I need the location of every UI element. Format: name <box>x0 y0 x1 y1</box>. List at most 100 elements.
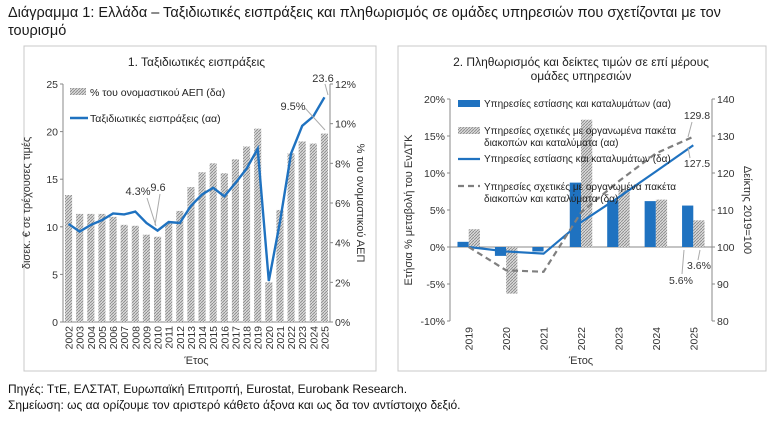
bar-restaurants-hotels <box>644 201 656 247</box>
y-tick-label: 10 <box>46 222 58 234</box>
legend-swatch-bar-blue <box>458 100 480 107</box>
line-travel-receipts <box>67 96 326 282</box>
y2-tick-label: 2% <box>335 277 350 289</box>
data-annotation: 4.3% <box>125 186 150 198</box>
y-tick-label: 15% <box>424 131 445 143</box>
bar-gdp-share <box>142 234 150 322</box>
x-axis-label: Έτος <box>183 355 208 367</box>
legend-label: % του ονομαστικού ΑΕΠ (δα) <box>90 87 225 99</box>
line-restaurants-hotels-index <box>468 144 694 255</box>
legend-label: Υπηρεσίες σχετικές με οργανωμένα πακέτα δ… <box>484 125 676 149</box>
x-tick-label: 2004 <box>86 326 98 350</box>
y-tick-label: 0 <box>52 317 58 329</box>
data-annotation: 9.6 <box>150 182 165 194</box>
x-tick-label: 2018 <box>242 326 254 350</box>
bar-gdp-share <box>309 143 317 322</box>
annotation-leader <box>687 121 693 138</box>
x-tick-label: 2024 <box>651 327 663 351</box>
y2-tick-label: 6% <box>335 198 350 210</box>
y2-tick-label: 100 <box>717 242 735 254</box>
bar-gdp-share <box>109 216 117 322</box>
bar-restaurants-hotels <box>457 241 469 247</box>
x-axis-label: Έτος <box>568 355 593 367</box>
y-tick-label: 0% <box>430 242 445 254</box>
x-tick-label: 2007 <box>119 326 131 350</box>
y-tick-label: -5% <box>426 279 445 291</box>
y2-tick-label: 10% <box>335 119 356 131</box>
x-tick-label: 2023 <box>297 326 309 350</box>
x-tick-label: 2019 <box>464 327 476 351</box>
legend-label: Υπηρεσίες εστίασης και καταλυμάτων (αα) <box>484 98 671 110</box>
chart-title: 2. Πληθωρισμός και δείκτες τιμών σε επί … <box>453 55 709 83</box>
bar-gdp-share <box>254 128 262 322</box>
y-tick-label: 20% <box>424 94 445 106</box>
bar-package-holidays <box>581 119 593 247</box>
y-tick-label: 5 <box>52 269 58 281</box>
x-tick-label: 2021 <box>275 326 287 350</box>
legend-swatch-bar-hatch <box>458 127 480 134</box>
annotation-leader <box>324 83 329 96</box>
legend-label: Υπηρεσίες εστίασης και καταλυμάτων (δα) <box>484 153 671 165</box>
x-tick-label: 2011 <box>164 326 176 349</box>
y-axis-label: δισεκ. € σε τρέχουσες τιμές <box>21 137 33 269</box>
x-tick-label: 2005 <box>97 326 109 350</box>
bar-gdp-share <box>265 282 273 322</box>
x-tick-label: 2019 <box>253 326 265 350</box>
annotation-leader <box>304 107 326 131</box>
legend-label: Ταξιδιωτικές εισπράξεις (αα) <box>90 113 221 125</box>
bar-gdp-share <box>98 213 106 322</box>
bar-gdp-share <box>298 141 306 322</box>
y2-tick-label: 4% <box>335 238 350 250</box>
bar-gdp-share <box>231 159 239 322</box>
annotation-leader <box>687 146 691 159</box>
x-tick-label: 2020 <box>264 326 276 350</box>
bar-gdp-share <box>198 172 206 322</box>
y2-tick-label: 140 <box>717 94 735 106</box>
data-annotation: 127.5 <box>684 158 710 170</box>
legend-label: Υπηρεσίες σχετικές με οργανωμένα πακέτα δ… <box>484 181 676 205</box>
bar-gdp-share <box>120 224 128 322</box>
panel-1-frame <box>23 45 377 372</box>
bar-package-holidays <box>693 220 705 247</box>
bar-package-holidays <box>468 229 480 247</box>
y2-tick-label: 120 <box>717 168 735 180</box>
bar-gdp-share <box>320 133 328 322</box>
x-tick-label: 2017 <box>230 326 242 350</box>
panel-2-frame <box>397 45 767 372</box>
x-tick-label: 2023 <box>613 327 625 351</box>
y-tick-label: -10% <box>420 316 445 328</box>
x-tick-label: 2002 <box>64 326 76 350</box>
x-tick-label: 2008 <box>130 326 142 350</box>
bar-gdp-share <box>131 225 139 322</box>
chart-title: 1. Ταξιδιωτικές εισπράξεις <box>128 55 265 69</box>
bar-gdp-share <box>176 210 184 322</box>
y-tick-label: 10% <box>424 168 445 180</box>
y-tick-label: 5% <box>430 205 445 217</box>
bar-gdp-share <box>154 236 162 322</box>
x-tick-label: 2025 <box>319 326 331 350</box>
annotation-leader <box>697 249 701 261</box>
bar-gdp-share <box>76 213 84 322</box>
y2-axis-label: Δείκτης 2019=100 <box>741 166 753 254</box>
y2-tick-label: 8% <box>335 158 350 170</box>
x-tick-label: 2015 <box>208 326 220 350</box>
x-tick-label: 2006 <box>108 326 120 350</box>
y2-tick-label: 12% <box>335 79 356 91</box>
y-axis-label: Ετήσια % μεταβολή του ΕνΔΤΚ <box>403 134 415 286</box>
bar-package-holidays <box>506 247 518 294</box>
x-tick-label: 2021 <box>539 327 551 351</box>
chart-2: -10% -5% 0% 5% 10% 15% 20% 80 90 100 110 120 130 140 2… <box>403 55 753 367</box>
y-tick-label: 20 <box>46 127 58 139</box>
y2-tick-label: 80 <box>717 316 729 328</box>
bar-gdp-share <box>243 146 251 322</box>
data-annotation: 9.5% <box>280 101 305 113</box>
bar-restaurants-hotels <box>569 182 581 247</box>
x-tick-label: 2003 <box>75 326 87 350</box>
bar-gdp-share <box>276 209 284 322</box>
source-note: Πηγές: ΤτΕ, ΕΛΣΤΑΤ, Ευρωπαϊκή Επιτροπή, … <box>8 382 408 396</box>
bar-gdp-share <box>187 187 195 322</box>
bar-gdp-share <box>220 173 228 322</box>
